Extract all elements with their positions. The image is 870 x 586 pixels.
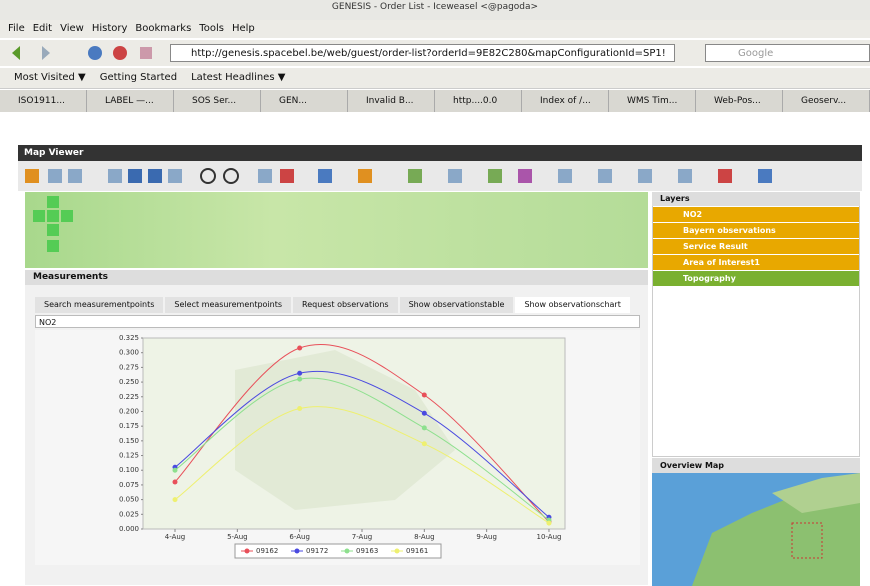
search-box[interactable]: Google — [705, 44, 870, 62]
layer-item[interactable]: Bayern observations — [653, 223, 859, 238]
layer-item[interactable]: NO2 — [653, 207, 859, 222]
address-bar[interactable]: http://genesis.spacebel.be/web/guest/ord… — [170, 44, 675, 62]
browser-tab[interactable]: Index of /... — [528, 90, 609, 112]
y-tick-label: 0.175 — [119, 422, 139, 430]
bookmark[interactable]: Most Visited ▼ — [14, 72, 86, 83]
layer-item[interactable]: Service Result — [653, 239, 859, 254]
data-point — [297, 377, 302, 382]
bookmark[interactable]: Getting Started — [100, 72, 177, 83]
menu-item[interactable]: Help — [232, 23, 255, 34]
menu-item[interactable]: View — [60, 23, 84, 34]
data-point — [297, 371, 302, 376]
menu-item[interactable]: Tools — [199, 23, 224, 34]
measurement-tab[interactable]: Request observations — [293, 297, 398, 313]
x-tick-label: 9-Aug — [476, 533, 497, 541]
nav-buttons — [0, 40, 170, 66]
data-point — [546, 521, 551, 526]
chart: 0.000 0.025 0.050 0.075 0.100 0.125 0.150 0.175… — [35, 330, 640, 565]
bookmark[interactable]: Latest Headlines ▼ — [191, 72, 285, 83]
legend-marker — [395, 549, 400, 554]
legend-label: 09163 — [356, 547, 378, 555]
bookmarks-bar: Most Visited ▼ Getting Started Latest Head… — [0, 68, 870, 89]
data-point — [422, 441, 427, 446]
legend-label: 09162 — [256, 547, 278, 555]
legend-marker — [345, 549, 350, 554]
data-point — [173, 497, 178, 502]
overview-map[interactable] — [652, 473, 860, 586]
y-tick-label: 0.200 — [119, 407, 139, 415]
x-tick-label: 8-Aug — [414, 533, 435, 541]
measurement-tab[interactable]: Show observationschart — [515, 297, 629, 313]
x-tick-label: 7-Aug — [352, 533, 373, 541]
legend-marker — [245, 549, 250, 554]
toolbar — [18, 161, 862, 191]
browser-tab[interactable]: Invalid B... — [354, 90, 435, 112]
page: GENESIS - Order List - Iceweasel <@pagod… — [0, 0, 870, 586]
parameter-select[interactable]: NO2 — [35, 315, 640, 328]
data-point — [422, 425, 427, 430]
layers-header[interactable]: Layers — [652, 192, 860, 206]
measurement-tab[interactable]: Show observationstable — [400, 297, 514, 313]
y-tick-label: 0.100 — [119, 466, 139, 474]
layer-item[interactable]: Topography — [653, 271, 859, 286]
y-tick-label: 0.150 — [119, 437, 139, 445]
browser-tab[interactable]: WMS Tim... — [615, 90, 696, 112]
legend-label: 09161 — [406, 547, 428, 555]
legend-marker — [295, 549, 300, 554]
browser-tab[interactable]: Web-Pos... — [702, 90, 783, 112]
window-title: GENESIS - Order List - Iceweasel <@pagod… — [0, 0, 870, 20]
browser-tab[interactable]: SOS Ser... — [180, 90, 261, 112]
x-tick-label: 10-Aug — [537, 533, 562, 541]
x-tick-label: 6-Aug — [289, 533, 310, 541]
y-tick-label: 0.025 — [119, 510, 139, 518]
toolbar-icons — [18, 161, 862, 191]
map-pan-control[interactable] — [25, 192, 85, 268]
x-tick-label: 5-Aug — [227, 533, 248, 541]
data-point — [297, 406, 302, 411]
menu-item[interactable]: Edit — [33, 23, 52, 34]
y-tick-label: 0.325 — [119, 334, 139, 342]
browser-tab[interactable]: http....0.0 — [441, 90, 522, 112]
tab-bar: ISO1911... LABEL —... SOS Ser... GEN... Inva… — [0, 90, 870, 112]
browser-tab[interactable]: GEN... — [267, 90, 348, 112]
data-point — [422, 411, 427, 416]
measurement-tab[interactable]: Select measurementpoints — [165, 297, 291, 313]
menu-item[interactable]: History — [92, 23, 128, 34]
data-point — [173, 479, 178, 484]
y-tick-label: 0.250 — [119, 378, 139, 386]
y-tick-label: 0.050 — [119, 496, 139, 504]
legend-label: 09172 — [306, 547, 328, 555]
y-tick-label: 0.275 — [119, 363, 139, 371]
data-point — [422, 393, 427, 398]
layer-item[interactable]: Area of Interest1 — [653, 255, 859, 270]
measurements-header[interactable]: Measurements — [25, 270, 648, 285]
y-tick-label: 0.225 — [119, 393, 139, 401]
measurement-tab[interactable]: Search measurementpoints — [35, 297, 163, 313]
data-point — [173, 468, 178, 473]
y-tick-label: 0.075 — [119, 481, 139, 489]
menu-item[interactable]: Bookmarks — [135, 23, 191, 34]
overview-header[interactable]: Overview Map — [652, 458, 860, 473]
y-tick-label: 0.000 — [119, 525, 139, 533]
map[interactable] — [25, 192, 648, 268]
menu-bar: File Edit View History Bookmarks Tools Help — [0, 20, 870, 38]
y-tick-label: 0.300 — [119, 349, 139, 357]
menu-item[interactable]: File — [8, 23, 25, 34]
map-viewer-header: Map Viewer — [18, 145, 862, 161]
x-tick-label: 4-Aug — [165, 533, 186, 541]
browser-tab[interactable]: Geoserv... — [789, 90, 870, 112]
browser-tab[interactable]: ISO1911... — [6, 90, 87, 112]
browser-tab[interactable]: LABEL —... — [93, 90, 174, 112]
data-point — [297, 345, 302, 350]
y-tick-label: 0.125 — [119, 452, 139, 460]
